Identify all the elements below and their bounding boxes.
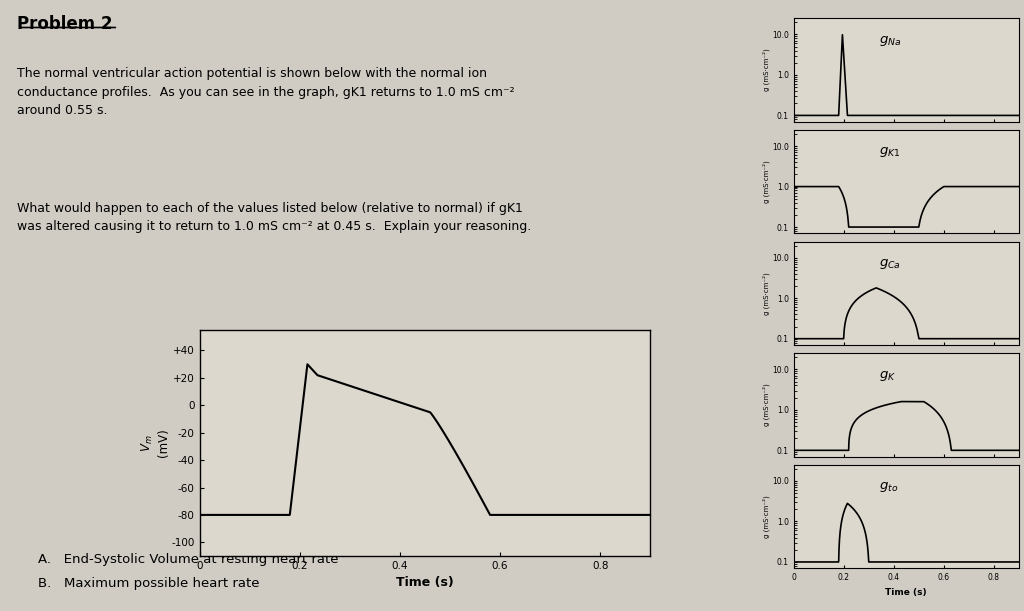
Text: $g_K$: $g_K$ (880, 368, 896, 382)
Y-axis label: g (mS·cm⁻²): g (mS·cm⁻²) (763, 384, 770, 426)
Text: What would happen to each of the values listed below (relative to normal) if gK1: What would happen to each of the values … (17, 202, 531, 233)
Text: $g_{to}$: $g_{to}$ (880, 480, 898, 494)
Y-axis label: g (mS·cm⁻²): g (mS·cm⁻²) (763, 49, 770, 92)
Text: Problem 2: Problem 2 (17, 15, 113, 33)
Y-axis label: g (mS·cm⁻²): g (mS·cm⁻²) (763, 160, 770, 203)
X-axis label: Time (s): Time (s) (886, 588, 927, 597)
Text: $g_{K1}$: $g_{K1}$ (880, 145, 901, 159)
Text: $g_{Na}$: $g_{Na}$ (880, 34, 901, 48)
Text: B.   Maximum possible heart rate: B. Maximum possible heart rate (38, 577, 260, 590)
X-axis label: Time (s): Time (s) (396, 576, 454, 590)
Y-axis label: g (mS·cm⁻²): g (mS·cm⁻²) (763, 495, 770, 538)
Text: The normal ventricular action potential is shown below with the normal ion
condu: The normal ventricular action potential … (17, 67, 515, 117)
Y-axis label: $V_m$
(mV): $V_m$ (mV) (140, 428, 170, 458)
Y-axis label: g (mS·cm⁻²): g (mS·cm⁻²) (763, 272, 770, 315)
Text: $g_{Ca}$: $g_{Ca}$ (880, 257, 901, 271)
Text: A.   End-Systolic Volume at resting heart rate: A. End-Systolic Volume at resting heart … (38, 553, 339, 566)
